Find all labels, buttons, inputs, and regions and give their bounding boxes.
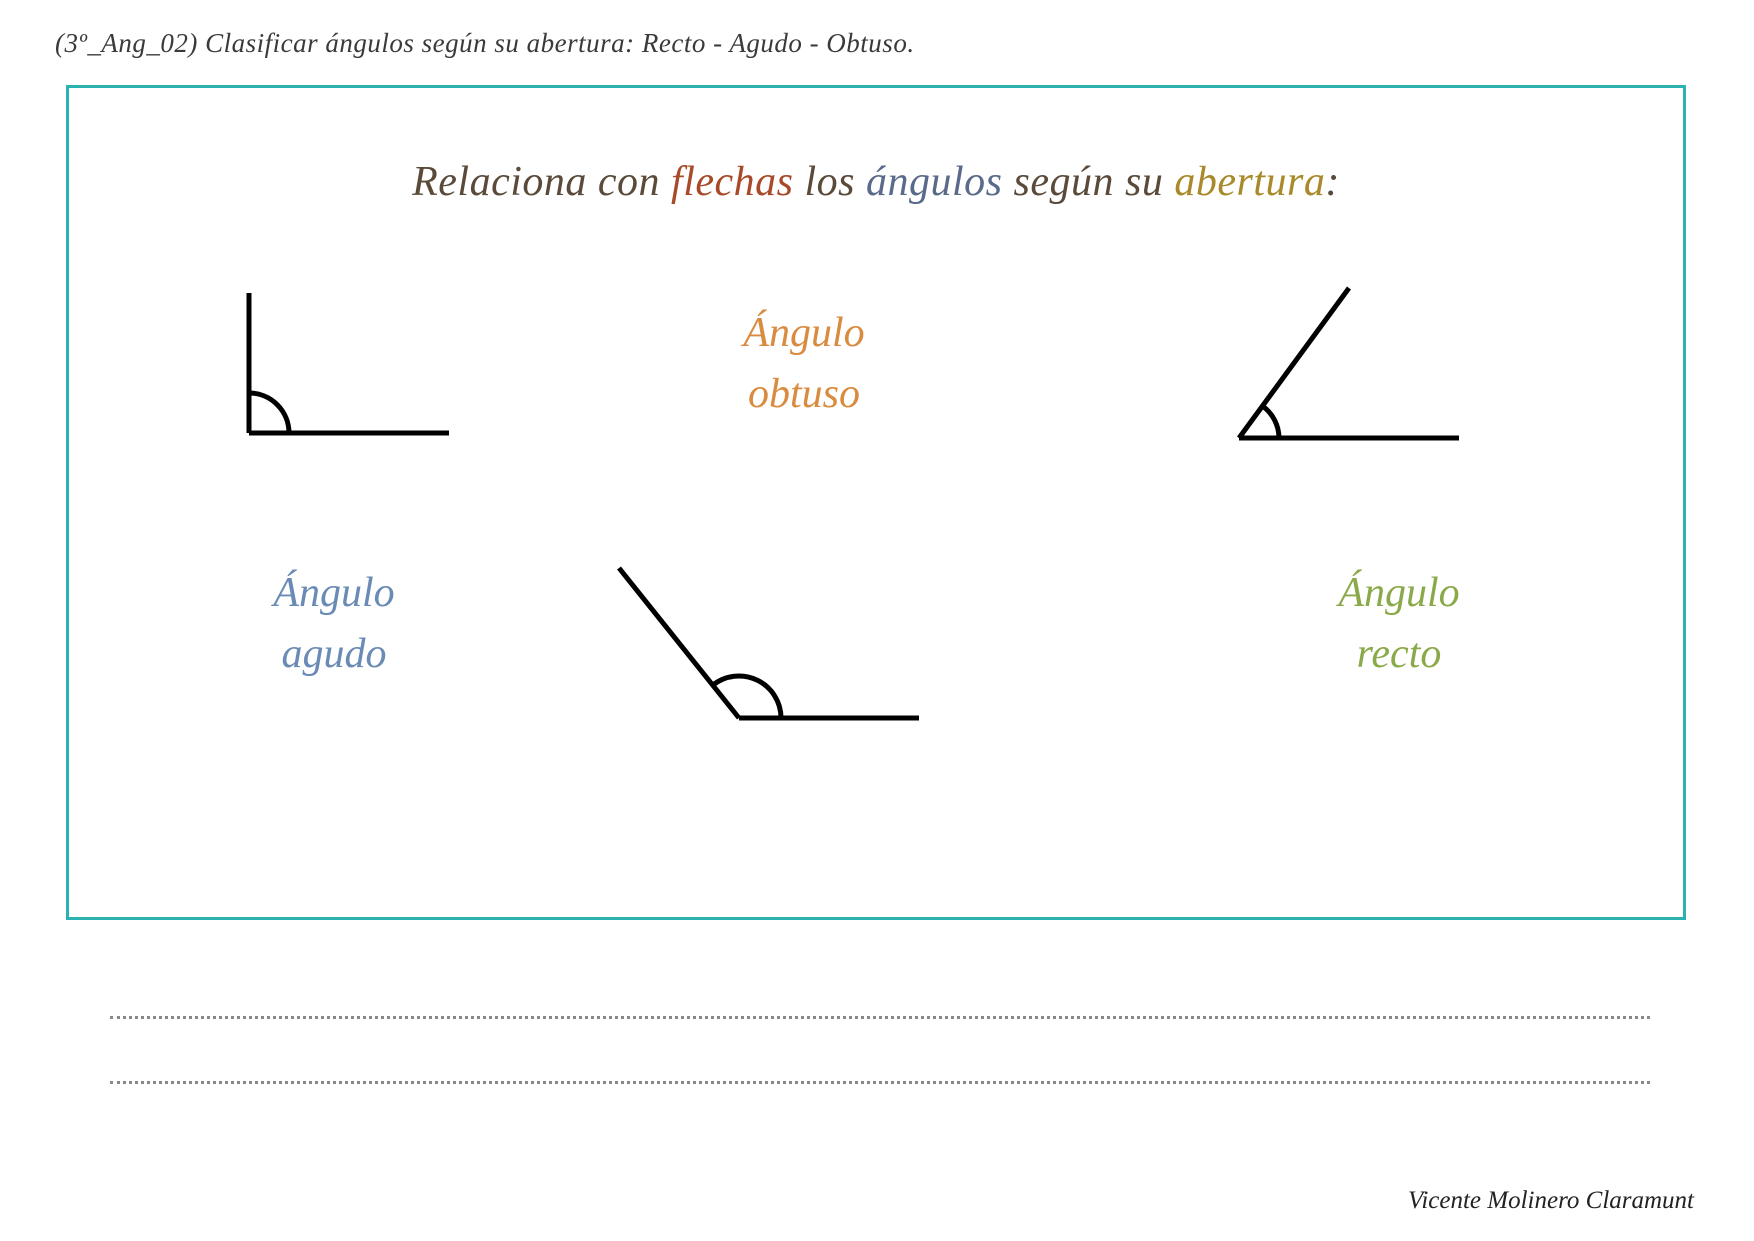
- angle-acute-figure: [1209, 278, 1469, 458]
- label-angulo-obtuso: Ángulo obtuso: [674, 303, 934, 425]
- angle-right-figure: [229, 283, 469, 453]
- instruction-flechas: flechas: [671, 159, 793, 205]
- instruction-text: Relaciona con flechas los ángulos según …: [69, 158, 1683, 206]
- instruction-part: los: [794, 159, 867, 205]
- label-line: recto: [1357, 631, 1442, 677]
- worksheet-header: (3º_Ang_02) Clasificar ángulos según su …: [55, 28, 915, 59]
- label-angulo-agudo: Ángulo agudo: [204, 563, 464, 685]
- label-line: obtuso: [748, 371, 860, 417]
- main-activity-box: Relaciona con flechas los ángulos según …: [66, 85, 1686, 920]
- answer-line-2: [110, 1081, 1650, 1084]
- label-line: Ángulo: [273, 570, 394, 616]
- instruction-part: Relaciona con: [412, 159, 671, 205]
- instruction-part: según su: [1003, 159, 1175, 205]
- angle-obtuse-figure: [609, 548, 929, 748]
- author-credit: Vicente Molinero Claramunt: [1408, 1187, 1694, 1215]
- label-line: Ángulo: [1338, 570, 1459, 616]
- instruction-angulos: ángulos: [866, 159, 1003, 205]
- instruction-abertura: abertura: [1174, 159, 1325, 205]
- label-line: Ángulo: [743, 310, 864, 356]
- instruction-part: :: [1325, 159, 1340, 205]
- label-line: agudo: [282, 631, 387, 677]
- answer-line-1: [110, 1016, 1650, 1019]
- label-angulo-recto: Ángulo recto: [1269, 563, 1529, 685]
